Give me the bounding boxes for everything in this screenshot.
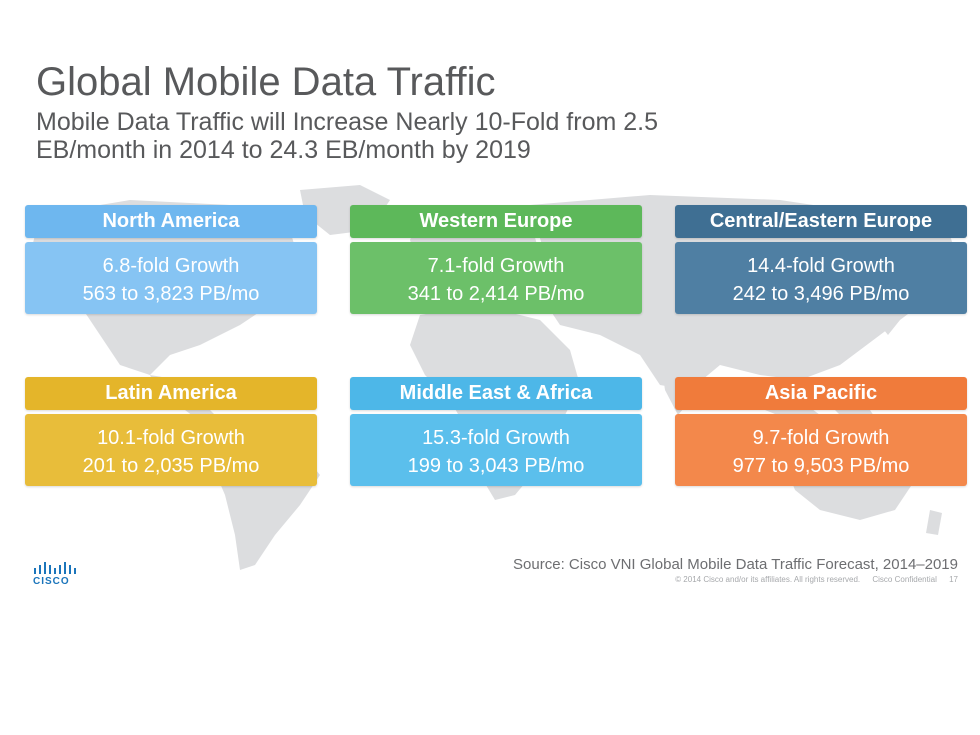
page-title: Global Mobile Data Traffic bbox=[36, 60, 496, 104]
page-number: 17 bbox=[949, 575, 958, 584]
region-traffic: 977 to 9,503 PB/mo bbox=[732, 455, 910, 477]
confidential-label: Cisco Confidential bbox=[872, 575, 937, 584]
region-card-western-europe: Western Europe 7.1-fold Growth 341 to 2,… bbox=[350, 205, 642, 314]
region-header: Asia Pacific bbox=[675, 377, 967, 410]
region-header: Latin America bbox=[25, 377, 317, 410]
region-card-middle-east-africa: Middle East & Africa 15.3-fold Growth 19… bbox=[350, 377, 642, 486]
region-body: 9.7-fold Growth 977 to 9,503 PB/mo bbox=[675, 414, 967, 486]
region-growth: 14.4-fold Growth bbox=[747, 255, 895, 277]
region-card-asia-pacific: Asia Pacific 9.7-fold Growth 977 to 9,50… bbox=[675, 377, 967, 486]
source-note: Source: Cisco VNI Global Mobile Data Tra… bbox=[513, 556, 958, 573]
region-body: 10.1-fold Growth 201 to 2,035 PB/mo bbox=[25, 414, 317, 486]
region-header: Central/Eastern Europe bbox=[675, 205, 967, 238]
region-header: North America bbox=[25, 205, 317, 238]
region-growth: 6.8-fold Growth bbox=[102, 255, 240, 277]
region-growth: 15.3-fold Growth bbox=[422, 427, 570, 449]
slide: Global Mobile Data Traffic Mobile Data T… bbox=[25, 60, 967, 587]
region-traffic: 341 to 2,414 PB/mo bbox=[407, 283, 585, 305]
cisco-logo-icon bbox=[34, 562, 76, 574]
region-body: 14.4-fold Growth 242 to 3,496 PB/mo bbox=[675, 242, 967, 314]
region-body: 7.1-fold Growth 341 to 2,414 PB/mo bbox=[350, 242, 642, 314]
region-growth: 9.7-fold Growth bbox=[752, 427, 890, 449]
region-header: Western Europe bbox=[350, 205, 642, 238]
region-traffic: 199 to 3,043 PB/mo bbox=[407, 455, 585, 477]
page-subtitle: Mobile Data Traffic will Increase Nearly… bbox=[36, 108, 658, 164]
region-traffic: 201 to 2,035 PB/mo bbox=[82, 455, 260, 477]
region-growth: 10.1-fold Growth bbox=[97, 427, 245, 449]
region-body: 6.8-fold Growth 563 to 3,823 PB/mo bbox=[25, 242, 317, 314]
copyright: © 2014 Cisco and/or its affiliates. All … bbox=[675, 575, 861, 584]
region-card-north-america: North America 6.8-fold Growth 563 to 3,8… bbox=[25, 205, 317, 314]
region-card-latin-america: Latin America 10.1-fold Growth 201 to 2,… bbox=[25, 377, 317, 486]
region-traffic: 242 to 3,496 PB/mo bbox=[732, 283, 910, 305]
region-traffic: 563 to 3,823 PB/mo bbox=[82, 283, 260, 305]
footer: © 2014 Cisco and/or its affiliates. All … bbox=[665, 575, 958, 584]
region-growth: 7.1-fold Growth bbox=[427, 255, 565, 277]
cisco-logo-text: CISCO bbox=[33, 576, 70, 587]
region-body: 15.3-fold Growth 199 to 3,043 PB/mo bbox=[350, 414, 642, 486]
region-header: Middle East & Africa bbox=[350, 377, 642, 410]
region-card-central-eastern-europe: Central/Eastern Europe 14.4-fold Growth … bbox=[675, 205, 967, 314]
